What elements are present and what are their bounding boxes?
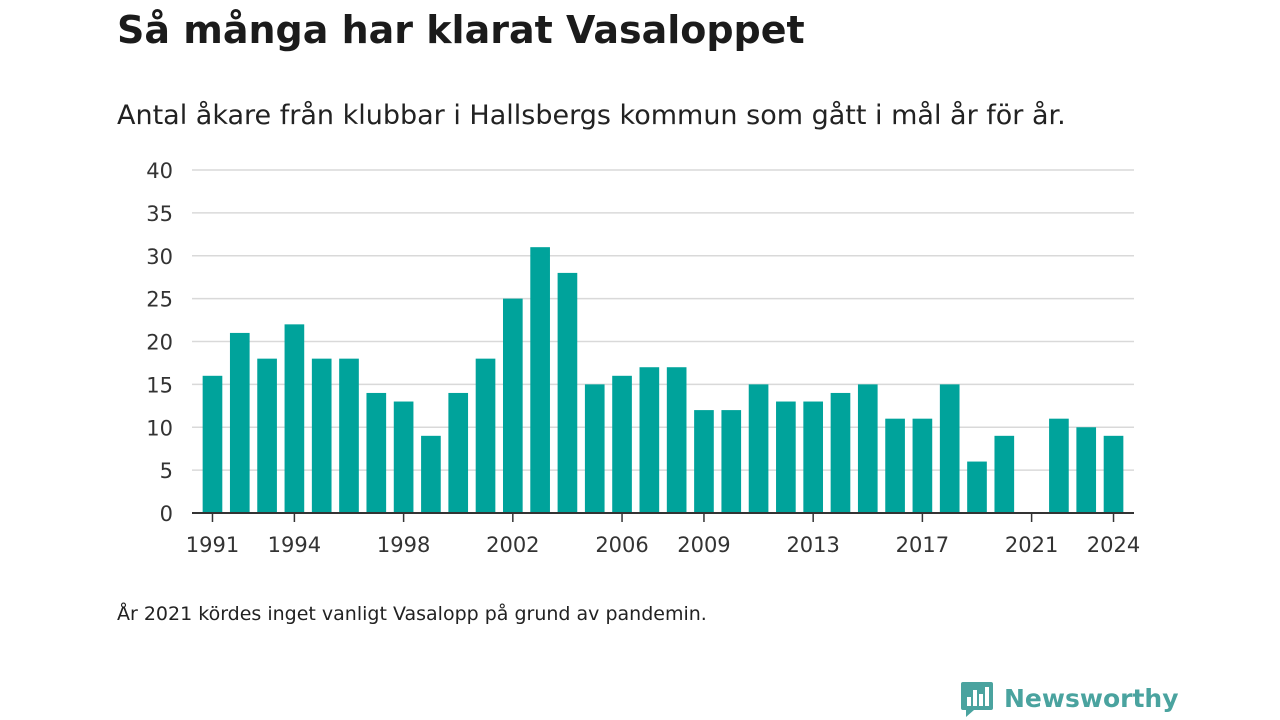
bar — [885, 418, 905, 513]
brand-logo: Newsworthy — [960, 680, 1179, 718]
bar — [830, 392, 851, 513]
bar — [530, 247, 550, 514]
bar — [366, 392, 387, 513]
bar — [748, 384, 769, 513]
bar — [257, 358, 277, 513]
bar — [584, 384, 605, 513]
chart-title: Så många har klarat Vasaloppet — [117, 8, 805, 52]
x-tick-label: 1994 — [268, 533, 321, 557]
bar — [421, 435, 441, 513]
bar — [666, 367, 687, 513]
bar — [803, 401, 824, 513]
x-tick-label: 2006 — [595, 533, 648, 557]
bar — [994, 435, 1015, 513]
bar — [393, 401, 414, 513]
x-tick-label: 2024 — [1087, 533, 1140, 557]
y-tick-label: 10 — [146, 416, 173, 440]
bar — [229, 332, 250, 513]
bar — [939, 384, 960, 513]
bar — [1076, 427, 1097, 513]
bar — [639, 367, 660, 513]
x-tick-label: 1991 — [186, 533, 239, 557]
y-tick-label: 30 — [146, 245, 173, 269]
brand-name: Newsworthy — [1004, 684, 1179, 713]
bar — [912, 418, 933, 513]
x-tick-label: 2021 — [1005, 533, 1058, 557]
y-tick-label: 15 — [146, 373, 173, 397]
bar — [967, 461, 987, 513]
bar — [311, 358, 332, 513]
bar — [339, 358, 359, 513]
bar — [612, 375, 632, 513]
bar — [448, 392, 469, 513]
chart-subtitle: Antal åkare från klubbar i Hallsbergs ko… — [117, 100, 1066, 131]
bar — [1103, 435, 1124, 513]
bar — [502, 298, 523, 513]
y-tick-label: 40 — [146, 159, 173, 183]
y-tick-label: 20 — [146, 331, 173, 355]
bar — [694, 410, 714, 513]
x-tick-label: 2013 — [786, 533, 839, 557]
y-tick-label: 35 — [146, 202, 173, 226]
x-tick-label: 1998 — [377, 533, 430, 557]
bar — [776, 401, 796, 513]
bar — [475, 358, 496, 513]
bar — [857, 384, 878, 513]
bar — [202, 375, 223, 513]
y-tick-label: 0 — [160, 502, 173, 526]
x-tick-label: 2002 — [486, 533, 539, 557]
bar — [1049, 418, 1069, 513]
bar-chart: 0 5 10 15 20 25 30 35 40 1991 1994 1998 2002 2006 2009… — [146, 159, 1140, 557]
x-tick-label: 2009 — [677, 533, 730, 557]
x-tick-label: 2017 — [896, 533, 949, 557]
bar — [721, 410, 742, 513]
newsworthy-logo-icon — [961, 682, 993, 717]
y-tick-label: 25 — [146, 288, 173, 312]
bar — [557, 272, 578, 513]
bar — [284, 324, 305, 513]
y-tick-label: 5 — [160, 459, 173, 483]
chart-footnote: År 2021 kördes inget vanligt Vasalopp på… — [117, 603, 707, 625]
